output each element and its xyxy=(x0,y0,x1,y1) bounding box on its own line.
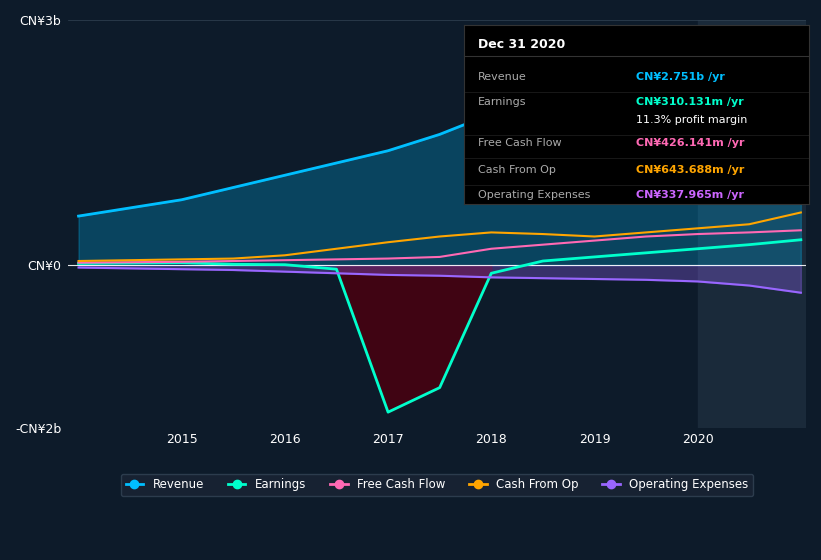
Text: Revenue: Revenue xyxy=(478,72,526,82)
Legend: Revenue, Earnings, Free Cash Flow, Cash From Op, Operating Expenses: Revenue, Earnings, Free Cash Flow, Cash … xyxy=(121,474,754,496)
Bar xyxy=(698,20,821,428)
Text: Operating Expenses: Operating Expenses xyxy=(478,190,590,200)
Text: CN¥2.751b /yr: CN¥2.751b /yr xyxy=(636,72,725,82)
Text: CN¥426.141m /yr: CN¥426.141m /yr xyxy=(636,138,745,148)
Text: Cash From Op: Cash From Op xyxy=(478,165,556,175)
Text: Dec 31 2020: Dec 31 2020 xyxy=(478,38,565,51)
Text: CN¥643.688m /yr: CN¥643.688m /yr xyxy=(636,165,745,175)
Text: Earnings: Earnings xyxy=(478,97,526,107)
Text: Free Cash Flow: Free Cash Flow xyxy=(478,138,562,148)
Text: CN¥310.131m /yr: CN¥310.131m /yr xyxy=(636,97,744,107)
Text: CN¥337.965m /yr: CN¥337.965m /yr xyxy=(636,190,745,200)
Text: 11.3% profit margin: 11.3% profit margin xyxy=(636,115,748,125)
